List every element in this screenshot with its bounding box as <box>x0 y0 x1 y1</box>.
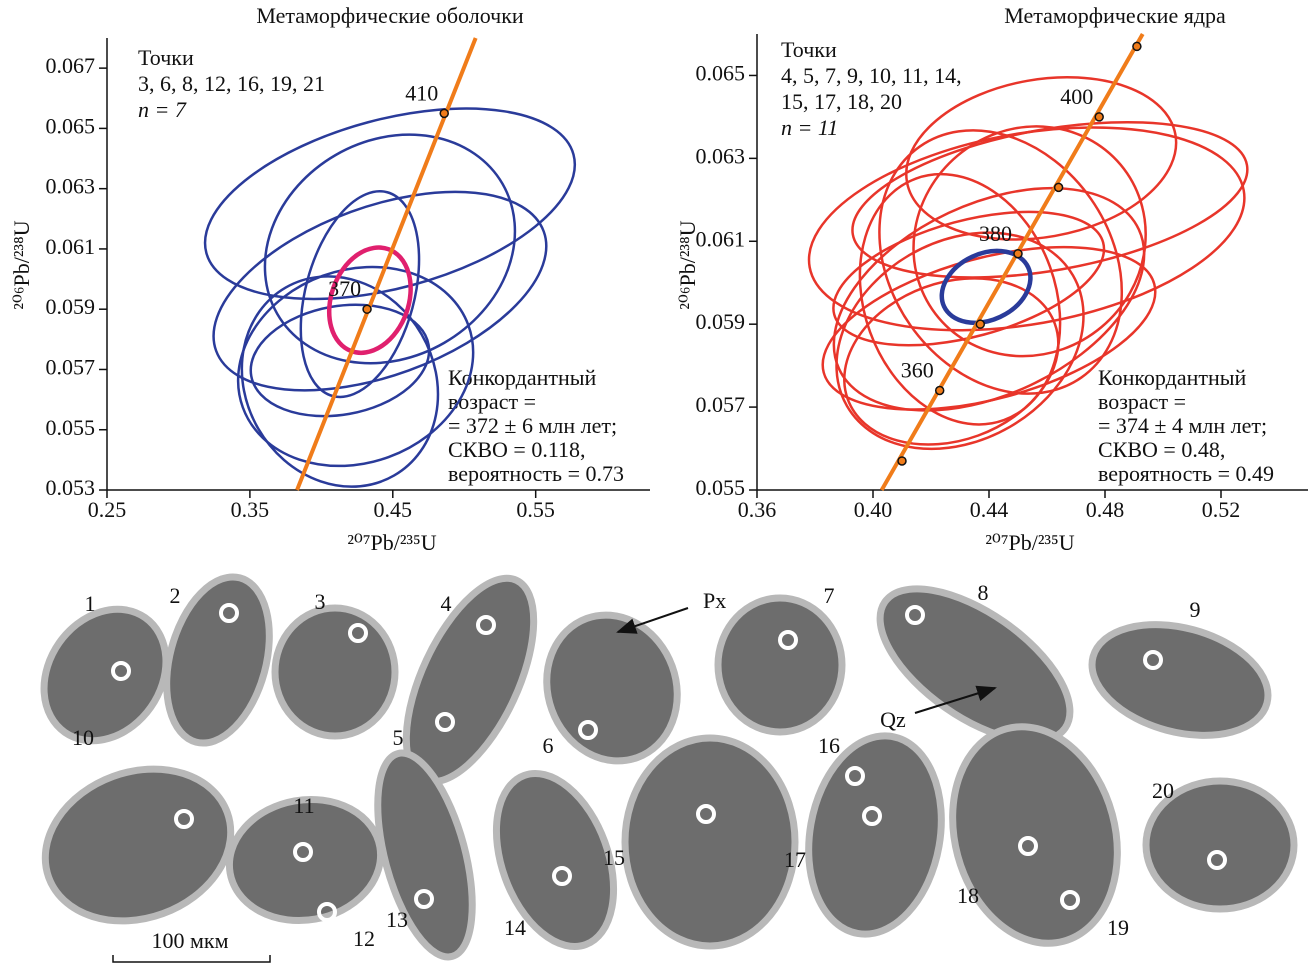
age-point <box>898 457 906 465</box>
zircon-grain <box>718 598 842 732</box>
result-text: = 372 ± 6 млн лет; <box>448 413 617 438</box>
x-tick-label: 0.36 <box>738 497 777 522</box>
x-tick-label: 0.55 <box>516 497 555 522</box>
age-point <box>1095 113 1103 121</box>
zircon-grain <box>625 738 795 946</box>
result-text: возраст = <box>448 389 536 414</box>
figure: 1234567891011121314151617181920PxQz100 м… <box>0 0 1316 965</box>
grain-label: 3 <box>315 589 326 614</box>
result-text: вероятность = 0.49 <box>1098 461 1274 486</box>
x-tick-label: 0.45 <box>374 497 413 522</box>
y-tick-label: 0.061 <box>46 234 96 259</box>
x-tick-label: 0.25 <box>88 497 127 522</box>
zircon-grain <box>1080 606 1281 753</box>
y-tick-label: 0.057 <box>46 355 96 380</box>
grain-label: 18 <box>957 883 979 908</box>
result-text: = 374 ± 4 млн лет; <box>1098 413 1267 438</box>
result-text: СКВО = 0.48, <box>1098 437 1225 462</box>
x-axis-label: ²⁰⁷Pb/²³⁵U <box>985 530 1074 555</box>
x-axis-label: ²⁰⁷Pb/²³⁵U <box>347 530 436 555</box>
grain-label: 11 <box>293 793 314 818</box>
grain-label: 2 <box>170 583 181 608</box>
grain-label: 4 <box>441 591 452 616</box>
grain-label: 16 <box>818 733 840 758</box>
grain-label: 8 <box>978 580 989 605</box>
age-label: 400 <box>1060 84 1093 109</box>
zircon-grain <box>24 744 252 946</box>
x-tick-label: 0.44 <box>970 497 1009 522</box>
age-point <box>440 109 448 117</box>
scale-bar <box>113 955 270 962</box>
age-label: 360 <box>901 358 934 383</box>
y-tick-label: 0.059 <box>696 309 746 334</box>
grain-label: 19 <box>1107 915 1129 940</box>
result-text: возраст = <box>1098 389 1186 414</box>
annotation: 4, 5, 7, 9, 10, 11, 14, <box>781 63 962 88</box>
grain-label: 14 <box>504 915 526 940</box>
grain-label: 13 <box>386 907 408 932</box>
y-tick-label: 0.065 <box>696 61 746 86</box>
annotation: n = 11 <box>781 115 838 140</box>
scale-label: 100 мкм <box>151 928 228 953</box>
y-tick-label: 0.065 <box>46 113 96 138</box>
age-point <box>936 387 944 395</box>
age-label: 410 <box>405 80 438 105</box>
x-tick-label: 0.52 <box>1202 497 1241 522</box>
y-axis-label: ²⁰⁶Pb/²³⁸U <box>9 220 34 309</box>
zircon-grain <box>275 608 395 736</box>
annotation: 15, 17, 18, 20 <box>781 89 902 114</box>
grain-label: 10 <box>72 725 94 750</box>
age-label: 380 <box>979 221 1012 246</box>
mineral-label: Qz <box>880 707 906 732</box>
y-tick-label: 0.063 <box>46 174 96 199</box>
age-point <box>1133 42 1141 50</box>
result-text: Конкордантный <box>1098 365 1247 390</box>
grain-label: 20 <box>1152 778 1174 803</box>
y-tick-label: 0.057 <box>696 392 746 417</box>
age-point <box>1014 250 1022 258</box>
y-tick-label: 0.055 <box>46 415 96 440</box>
age-point <box>363 305 371 313</box>
mineral-label: Px <box>703 588 726 613</box>
grain-label: 15 <box>603 845 625 870</box>
age-label: 370 <box>328 276 361 301</box>
annotation: n = 7 <box>138 97 187 122</box>
annotation: 3, 6, 8, 12, 16, 19, 21 <box>138 71 325 96</box>
grain-label: 17 <box>784 847 806 872</box>
age-point <box>1055 183 1063 191</box>
chart-title: Метаморфические оболочки <box>256 3 524 28</box>
annotation: Точки <box>781 37 837 62</box>
grain-label: 7 <box>824 583 835 608</box>
grain-label: 6 <box>543 733 554 758</box>
grain-panel: 1234567891011121314151617181920PxQz100 м… <box>19 559 1294 965</box>
annotation: Точки <box>138 45 194 70</box>
result-text: СКВО = 0.118, <box>448 437 586 462</box>
result-text: вероятность = 0.73 <box>448 461 624 486</box>
y-tick-label: 0.059 <box>46 294 96 319</box>
y-tick-label: 0.063 <box>696 143 746 168</box>
grain-label: 1 <box>85 591 96 616</box>
x-tick-label: 0.48 <box>1086 497 1125 522</box>
zircon-grain <box>794 725 957 945</box>
y-tick-label: 0.067 <box>46 53 96 78</box>
grain-label: 5 <box>393 725 404 750</box>
x-tick-label: 0.40 <box>854 497 893 522</box>
y-tick-label: 0.061 <box>696 226 746 251</box>
chart-title: Метаморфические ядра <box>1004 3 1226 28</box>
x-tick-label: 0.35 <box>231 497 270 522</box>
age-point <box>976 320 984 328</box>
grain-label: 12 <box>353 926 375 951</box>
error-ellipse <box>185 73 596 334</box>
grain-label: 9 <box>1190 597 1201 622</box>
